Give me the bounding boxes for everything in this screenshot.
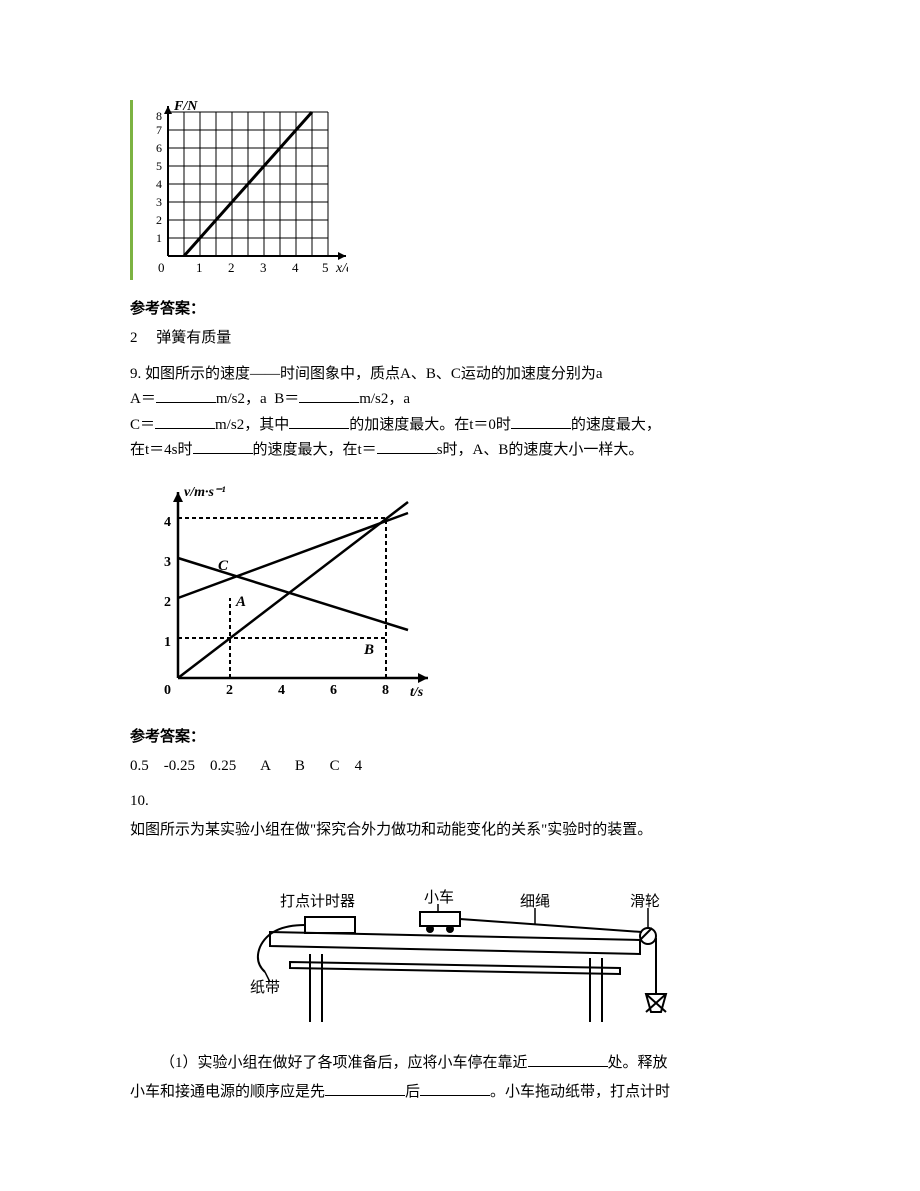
q10-part1-cont: 小车和接通电源的顺序应是先 后 。小车拖动纸带，打点计时: [130, 1080, 790, 1106]
vt-y-arrow: [173, 492, 183, 502]
experiment-svg: 打点计时器 小车 细绳 滑轮 纸带: [210, 862, 710, 1032]
vt-chart-svg: 1 2 3 4 0 2 4 6 8 v/m·s⁻¹ t/s A B C: [138, 480, 438, 710]
q8-answer-text: 2 弹簧有质量: [130, 326, 790, 352]
fn-x-arrow: [338, 252, 346, 260]
cart-body: [420, 912, 460, 926]
string-line: [460, 919, 642, 932]
q9-mid3: 的速度最大，: [571, 417, 661, 433]
q9-answer-text: 0.5 -0.25 0.25 A B C 4: [130, 754, 790, 775]
table-top: [270, 932, 640, 954]
vt-x-label: t/s: [410, 685, 424, 700]
svg-text:8: 8: [382, 683, 389, 698]
accent-bar: [130, 100, 133, 280]
blank-aC: [155, 414, 215, 429]
vt-x-arrow: [418, 673, 428, 683]
fn-ytick-3: 3: [156, 195, 162, 209]
fn-xtick-2: 2: [228, 260, 235, 275]
vt-label-A: A: [235, 594, 246, 610]
q10-prefix: 10.: [130, 789, 790, 815]
vt-y-label: v/m·s⁻¹: [184, 485, 226, 500]
q9-prefix: 9. 如图所示的速度——时间图象中，质点A、B、C运动的加速度分别为a: [130, 366, 603, 382]
fn-ytick-6: 6: [156, 141, 162, 155]
blank-first: [325, 1081, 405, 1096]
q9-mid2: 的加速度最大。在t＝0时: [349, 417, 511, 433]
blank-aA: [156, 388, 216, 403]
q10-p1d: 后: [405, 1084, 420, 1100]
blank-aB: [299, 388, 359, 403]
fn-ytick-5: 5: [156, 159, 162, 173]
q9-line4a: 在t＝4s时: [130, 442, 193, 458]
fn-xtick-4: 4: [292, 260, 299, 275]
svg-text:4: 4: [278, 683, 285, 698]
blank-t0: [511, 414, 571, 429]
label-pulley: 滑轮: [630, 893, 660, 910]
fn-xtick-1: 1: [196, 260, 203, 275]
vt-line-C: [178, 513, 408, 598]
vt-label-B: B: [363, 642, 374, 658]
q9-mid5: s时，A、B的速度大小一样大。: [437, 442, 644, 458]
q10-p1a: （1）实验小组在做好了各项准备后，应将小车停在靠近: [160, 1055, 528, 1071]
svg-text:1: 1: [164, 635, 171, 650]
fn-xtick-5: 5: [322, 260, 329, 275]
fn-xtick-3: 3: [260, 260, 267, 275]
q8-answer-label: 参考答案：: [130, 297, 790, 318]
timer-box: [305, 917, 355, 933]
q9-c-label: C＝: [130, 417, 155, 433]
label-tape: 纸带: [250, 979, 280, 996]
blank-max-a: [289, 414, 349, 429]
svg-text:2: 2: [226, 683, 233, 698]
fn-ytick-7: 7: [156, 123, 162, 137]
blank-near: [528, 1052, 608, 1067]
svg-text:6: 6: [330, 683, 337, 698]
experiment-diagram: 打点计时器 小车 细绳 滑轮 纸带: [130, 862, 790, 1037]
q9-text: 9. 如图所示的速度——时间图象中，质点A、B、C运动的加速度分别为a A＝ m/…: [130, 362, 790, 464]
label-timer: 打点计时器: [280, 893, 355, 910]
fn-ytick-1: 1: [156, 231, 162, 245]
fn-chart-svg: F/N 1 2 3 4 5 6 7 8 0 1 2 3 4 5 x/cm: [138, 100, 348, 280]
vt-chart: 1 2 3 4 0 2 4 6 8 v/m·s⁻¹ t/s A B C: [138, 480, 790, 715]
fn-y-label: F/N: [173, 100, 198, 114]
q9-mid4: 的速度最大，在t＝: [253, 442, 377, 458]
fn-ytick-4: 4: [156, 177, 162, 191]
blank-t4: [193, 439, 253, 454]
q9-mid: m/s2，其中: [215, 417, 289, 433]
q9-b-label: B＝: [274, 391, 299, 407]
pulley-wheel: [640, 928, 656, 944]
fn-y-arrow: [164, 106, 172, 114]
q10-p1c: 小车和接通电源的顺序应是先: [130, 1084, 325, 1100]
svg-text:0: 0: [164, 683, 171, 698]
q10-intro: 如图所示为某实验小组在做"探究合外力做功和动能变化的关系"实验时的装置。: [130, 818, 790, 844]
q9-unit-2: m/s2，a: [359, 391, 410, 407]
svg-text:3: 3: [164, 555, 171, 570]
q10-p1b: 处。释放: [608, 1055, 668, 1071]
svg-text:4: 4: [164, 515, 171, 530]
label-string: 细绳: [520, 893, 550, 910]
label-cart: 小车: [424, 889, 454, 906]
table-shelf: [290, 962, 620, 974]
blank-then: [420, 1081, 490, 1096]
q9-unit-1: m/s2，a: [216, 391, 267, 407]
blank-tAB: [377, 439, 437, 454]
vt-line-B: [178, 558, 408, 630]
svg-text:2: 2: [164, 595, 171, 610]
fn-x-label: x/cm: [335, 261, 348, 276]
q9-a-label: A＝: [130, 391, 156, 407]
fn-ytick-2: 2: [156, 213, 162, 227]
fn-xtick-0: 0: [158, 260, 165, 275]
fn-chart: F/N 1 2 3 4 5 6 7 8 0 1 2 3 4 5 x/cm: [138, 100, 790, 285]
vt-label-C: C: [218, 558, 229, 574]
fn-ytick-8: 8: [156, 109, 162, 123]
q10-part1: （1）实验小组在做好了各项准备后，应将小车停在靠近 处。释放: [130, 1051, 790, 1077]
q10-p1e: 。小车拖动纸带，打点计时: [490, 1084, 670, 1100]
q9-answer-label: 参考答案：: [130, 725, 790, 746]
